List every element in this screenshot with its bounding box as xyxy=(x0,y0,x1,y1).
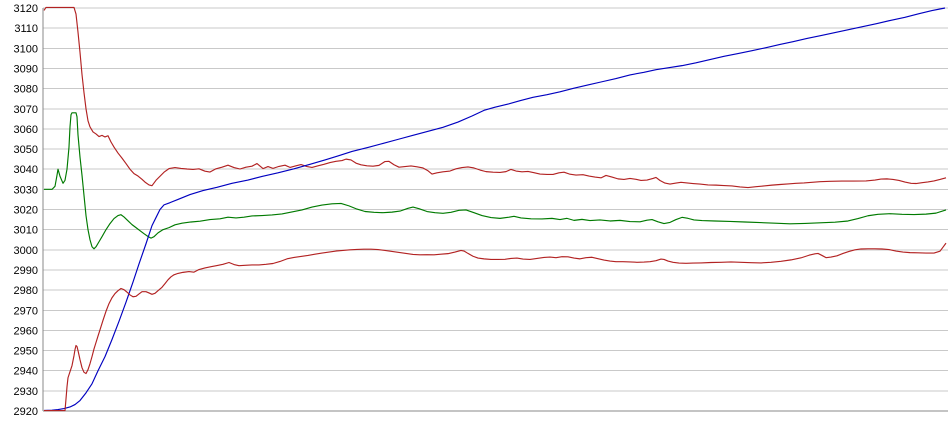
y-axis-label: 3120 xyxy=(14,3,38,15)
line-blue-rising xyxy=(43,7,946,411)
y-axis-label: 2930 xyxy=(14,386,38,398)
y-axis-label: 3030 xyxy=(14,184,38,196)
line-red-lower xyxy=(44,242,947,412)
line-green-mid xyxy=(44,112,947,250)
y-axis-label: 3040 xyxy=(14,164,38,176)
y-axis-label: 3060 xyxy=(14,124,38,136)
y-axis-label: 3000 xyxy=(14,245,38,257)
line-red-upper xyxy=(43,6,947,189)
y-axis-label: 3010 xyxy=(14,225,38,237)
y-axis-label: 3110 xyxy=(14,23,38,35)
y-axis-label: 3090 xyxy=(14,63,38,75)
y-axis-label: 3050 xyxy=(14,144,38,156)
y-axis-label: 3080 xyxy=(14,84,38,96)
y-axis-label: 2940 xyxy=(14,366,38,378)
y-axis-label: 2920 xyxy=(14,406,38,418)
y-axis-label: 3100 xyxy=(14,43,38,55)
y-axis-label: 3070 xyxy=(14,104,38,116)
y-axis-label: 2990 xyxy=(14,265,38,277)
y-axis-label: 3020 xyxy=(14,205,38,217)
y-axis-label: 2950 xyxy=(14,346,38,358)
y-axis-label: 2960 xyxy=(14,325,38,337)
y-axis-label: 2970 xyxy=(14,305,38,317)
y-axis-label: 2980 xyxy=(14,285,38,297)
